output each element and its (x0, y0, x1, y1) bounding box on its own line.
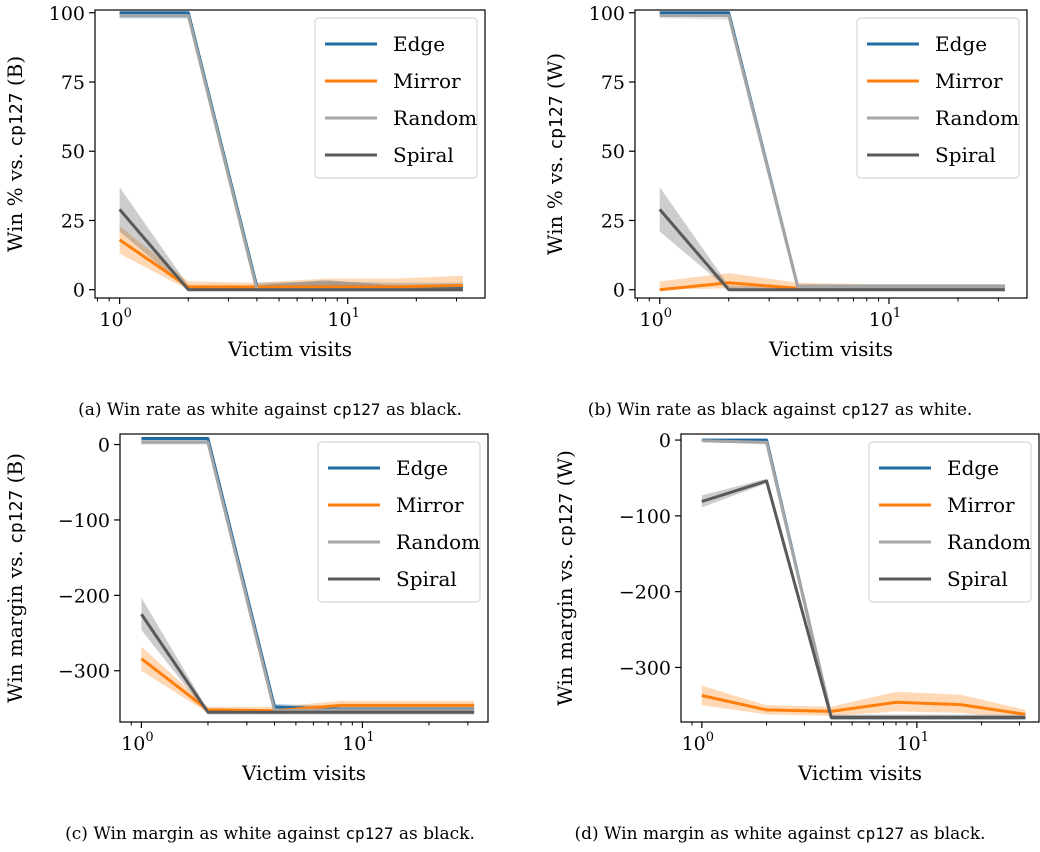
y-tick-label: 50 (601, 141, 625, 163)
y-tick-label: 50 (61, 141, 85, 163)
plot-frame (634, 9, 1028, 299)
y-axis-label: Win margin vs. cp127 (W) (553, 450, 577, 706)
caption-a-prefix: (a) Win rate as white against (78, 400, 333, 420)
legend-label-spiral: Spiral (393, 143, 454, 167)
y-tick-label: 100 (589, 3, 625, 25)
caption-d-prefix: (d) Win margin as white against (574, 824, 857, 844)
legend-label-random: Random (396, 530, 480, 554)
ci-band-spiral (659, 187, 1005, 290)
legend-label-mirror: Mirror (393, 69, 461, 93)
x-tick-label: 100 (682, 730, 714, 755)
legend-label-mirror: Mirror (947, 493, 1015, 517)
legend-label-random: Random (393, 106, 477, 130)
caption-d-code: cp127 (856, 824, 905, 843)
y-tick-label: 25 (61, 210, 85, 232)
y-tick-label: 75 (61, 72, 85, 94)
x-tick-label: 100 (640, 306, 672, 331)
caption-a-code: cp127 (332, 400, 381, 419)
x-tick-label: 101 (897, 730, 929, 755)
x-axis-label: Victim visits (768, 337, 893, 361)
ci-band-mirror (141, 646, 475, 714)
legend-label-spiral: Spiral (935, 143, 996, 167)
chart-panel-c: 0 −100 −200 −300 100 101 Victim visits Win marg… (0, 424, 500, 804)
x-tick-label: 100 (99, 306, 131, 331)
y-tick-label: −200 (619, 582, 671, 604)
y-axis-label: Win % vs. cp127 (B) (3, 56, 27, 252)
legend-box (314, 17, 478, 179)
legend-label-spiral: Spiral (396, 567, 457, 591)
y-tick-label: −300 (58, 661, 110, 683)
y-tick-label: 75 (601, 72, 625, 94)
series-line-mirror (118, 238, 463, 289)
x-axis-label: Victim visits (241, 761, 366, 785)
legend-label-random: Random (935, 106, 1019, 130)
x-tick-label: 100 (121, 730, 153, 755)
plot-frame (94, 9, 486, 299)
legend-label-mirror: Mirror (935, 69, 1003, 93)
x-axis-label: Victim visits (227, 337, 352, 361)
series-line-spiral (701, 479, 1026, 719)
caption-c-prefix: (c) Win margin as white against (65, 824, 346, 844)
series-line-mirror (701, 694, 1026, 716)
legend-label-edge: Edge (393, 32, 445, 56)
chart-panel-d: 0 −100 −200 −300 100 101 Victim visits Win marg… (540, 424, 1040, 804)
y-tick-label: −300 (619, 657, 671, 679)
legend-label-random: Random (947, 530, 1031, 554)
x-tick-label: 101 (327, 306, 359, 331)
legend-label-mirror: Mirror (396, 493, 464, 517)
y-tick-label: 0 (659, 430, 671, 452)
y-tick-label: 0 (613, 280, 625, 302)
plot-frame (680, 433, 1040, 723)
series-line-random (141, 440, 475, 713)
legend-box (856, 17, 1020, 179)
y-tick-label: −200 (58, 585, 110, 607)
series-line-spiral (140, 613, 475, 714)
legend-label-edge: Edge (947, 456, 999, 480)
series-line-spiral (658, 208, 1005, 292)
legend-label-spiral: Spiral (947, 567, 1008, 591)
chart-c-svg: 0 −100 −200 −300 100 101 Victim visits Win marg… (3, 433, 489, 785)
caption-a-suffix: as black. (380, 400, 462, 420)
caption-b-prefix: (b) Win rate as black against (587, 400, 842, 420)
chart-b-svg: 0 25 50 75 100 100 101 Victim visits Win % vs. c… (543, 3, 1028, 361)
legend-label-edge: Edge (935, 32, 987, 56)
caption-a: (a) Win rate as white against cp127 as b… (0, 400, 540, 420)
y-axis-label: Win % vs. cp127 (W) (543, 53, 567, 255)
y-tick-label: 0 (73, 280, 85, 302)
caption-b: (b) Win rate as black against cp127 as w… (520, 400, 1040, 420)
caption-c-code: cp127 (345, 824, 394, 843)
caption-b-code: cp127 (841, 400, 890, 419)
y-axis-label: Win margin vs. cp127 (B) (3, 453, 27, 703)
x-axis-label: Victim visits (797, 761, 922, 785)
caption-b-suffix: as white. (889, 400, 973, 420)
plot-frame (119, 433, 489, 723)
y-tick-label: 0 (98, 435, 110, 457)
chart-panel-a: 0 25 50 75 100 100 101 Victim visits Win % vs. c… (0, 0, 500, 380)
series-line-mirror (140, 657, 475, 713)
y-tick-label: −100 (58, 510, 110, 532)
y-tick-label: −100 (619, 506, 671, 528)
chart-a-svg: 0 25 50 75 100 100 101 Victim visits Win % vs. c… (3, 3, 486, 361)
caption-d-suffix: as black. (904, 824, 986, 844)
x-tick-label: 101 (869, 306, 901, 331)
caption-c: (c) Win margin as white against cp127 as… (0, 824, 540, 844)
chart-d-svg: 0 −100 −200 −300 100 101 Victim visits Win marg… (553, 430, 1040, 785)
x-tick-label: 101 (342, 730, 374, 755)
chart-panel-b: 0 25 50 75 100 100 101 Victim visits Win % vs. c… (540, 0, 1040, 380)
series-line-random (659, 14, 1005, 289)
legend-box (317, 441, 481, 603)
series-line-spiral (118, 208, 463, 292)
y-tick-label: 100 (49, 3, 85, 25)
caption-c-suffix: as black. (393, 824, 475, 844)
legend-box (868, 441, 1032, 603)
ci-band-mirror (119, 226, 463, 290)
y-tick-label: 25 (601, 210, 625, 232)
caption-d: (d) Win margin as white against cp127 as… (520, 824, 1040, 844)
ci-band-mirror (701, 685, 1026, 719)
legend-label-edge: Edge (396, 456, 448, 480)
